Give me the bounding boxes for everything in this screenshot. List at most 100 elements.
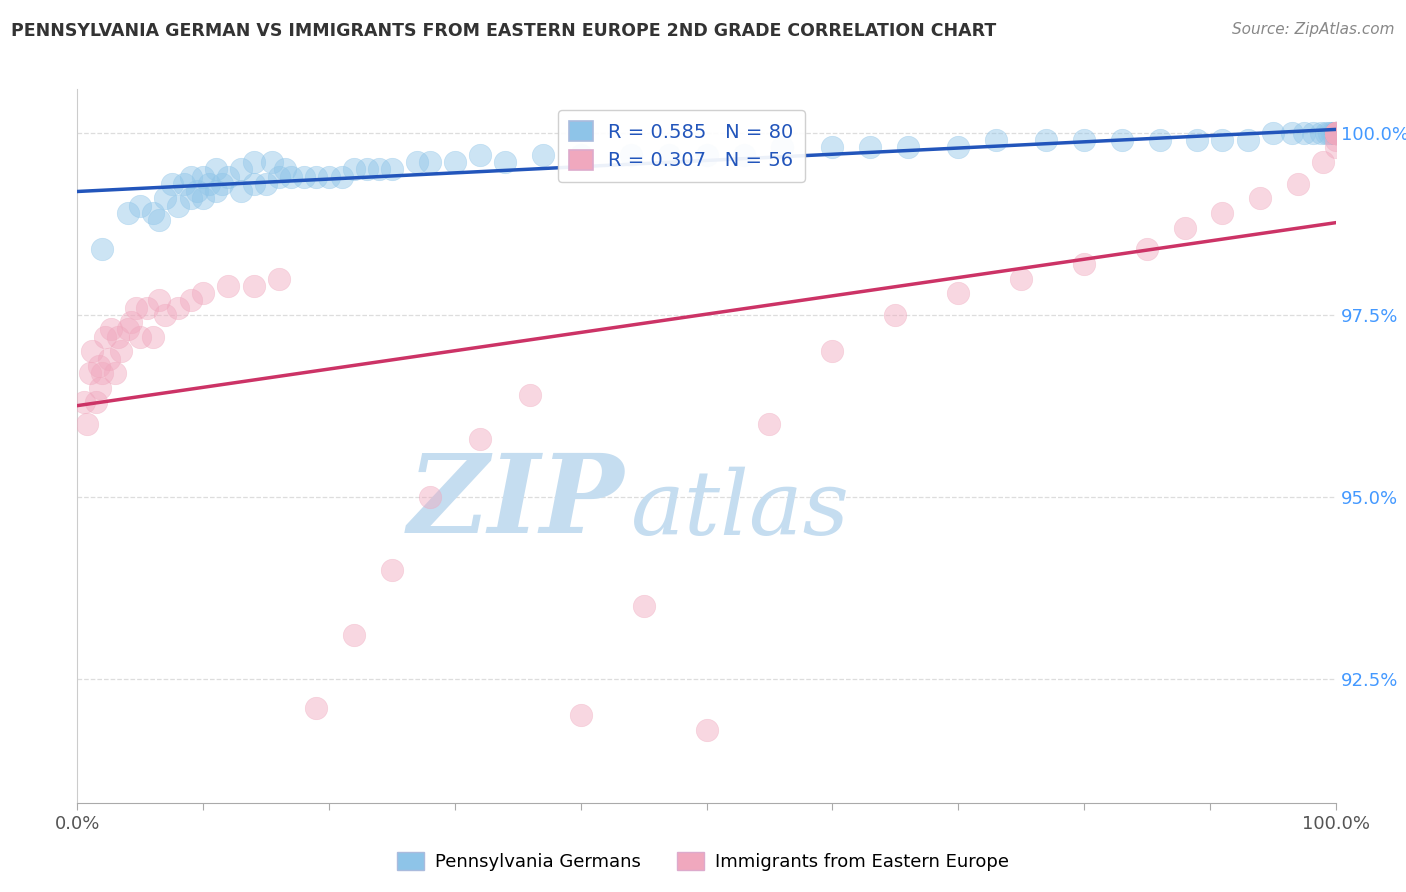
Point [821,140,844,154]
Point [758,417,780,432]
Point [100,322,122,336]
Point [1324,126,1347,140]
Point [84,395,107,409]
Point [155,308,177,322]
Point [1324,126,1347,140]
Point [406,155,429,169]
Point [217,278,239,293]
Point [305,701,328,715]
Point [1236,133,1258,147]
Point [211,177,233,191]
Point [160,177,183,191]
Point [229,162,252,177]
Point [1324,126,1347,140]
Point [1187,133,1209,147]
Point [267,271,290,285]
Point [1320,126,1343,140]
Point [1211,206,1233,220]
Point [1324,140,1347,154]
Point [569,147,592,161]
Point [204,184,226,198]
Point [318,169,340,184]
Point [94,330,117,344]
Point [167,301,190,315]
Text: ZIP: ZIP [408,450,624,557]
Point [419,490,441,504]
Point [180,191,202,205]
Point [1324,126,1347,140]
Point [173,177,195,191]
Point [1294,126,1316,140]
Point [1324,126,1347,140]
Point [97,351,120,366]
Point [569,708,592,723]
Point [633,599,655,614]
Point [305,169,328,184]
Point [135,301,157,315]
Point [821,344,844,359]
Point [419,155,441,169]
Point [180,293,202,308]
Point [1073,257,1095,271]
Point [198,177,221,191]
Point [1324,133,1347,147]
Point [79,366,101,380]
Legend: Pennsylvania Germans, Immigrants from Eastern Europe: Pennsylvania Germans, Immigrants from Ea… [389,845,1017,879]
Point [186,184,208,198]
Point [91,366,114,380]
Text: Source: ZipAtlas.com: Source: ZipAtlas.com [1232,22,1395,37]
Point [142,206,165,220]
Point [262,155,284,169]
Point [696,723,718,737]
Point [356,162,378,177]
Point [1324,126,1347,140]
Point [1281,126,1303,140]
Point [1174,220,1197,235]
Point [343,162,366,177]
Point [984,133,1007,147]
Point [1324,126,1347,140]
Point [381,563,404,577]
Point [254,177,277,191]
Point [1319,126,1341,140]
Point [1324,126,1347,140]
Point [117,206,139,220]
Point [204,162,226,177]
Point [292,169,315,184]
Point [242,278,264,293]
Point [129,199,152,213]
Point [125,301,148,315]
Point [229,184,252,198]
Point [167,199,190,213]
Point [117,322,139,336]
Point [620,147,643,161]
Point [242,177,264,191]
Point [1302,126,1324,140]
Point [110,344,132,359]
Point [368,162,391,177]
Point [1324,126,1347,140]
Point [1323,126,1346,140]
Point [1136,243,1159,257]
Point [87,359,110,373]
Legend: R = 0.585   N = 80, R = 0.307   N = 56: R = 0.585 N = 80, R = 0.307 N = 56 [558,110,806,182]
Point [89,381,111,395]
Point [1286,177,1309,191]
Point [948,286,970,301]
Point [1309,126,1331,140]
Point [142,330,165,344]
Point [76,417,98,432]
Point [658,147,681,161]
Point [129,330,152,344]
Point [1211,133,1233,147]
Point [733,147,755,161]
Point [1324,126,1347,140]
Point [381,162,404,177]
Point [1035,133,1057,147]
Point [242,155,264,169]
Point [1261,126,1284,140]
Point [531,147,554,161]
Point [107,330,129,344]
Point [155,191,177,205]
Point [1111,133,1133,147]
